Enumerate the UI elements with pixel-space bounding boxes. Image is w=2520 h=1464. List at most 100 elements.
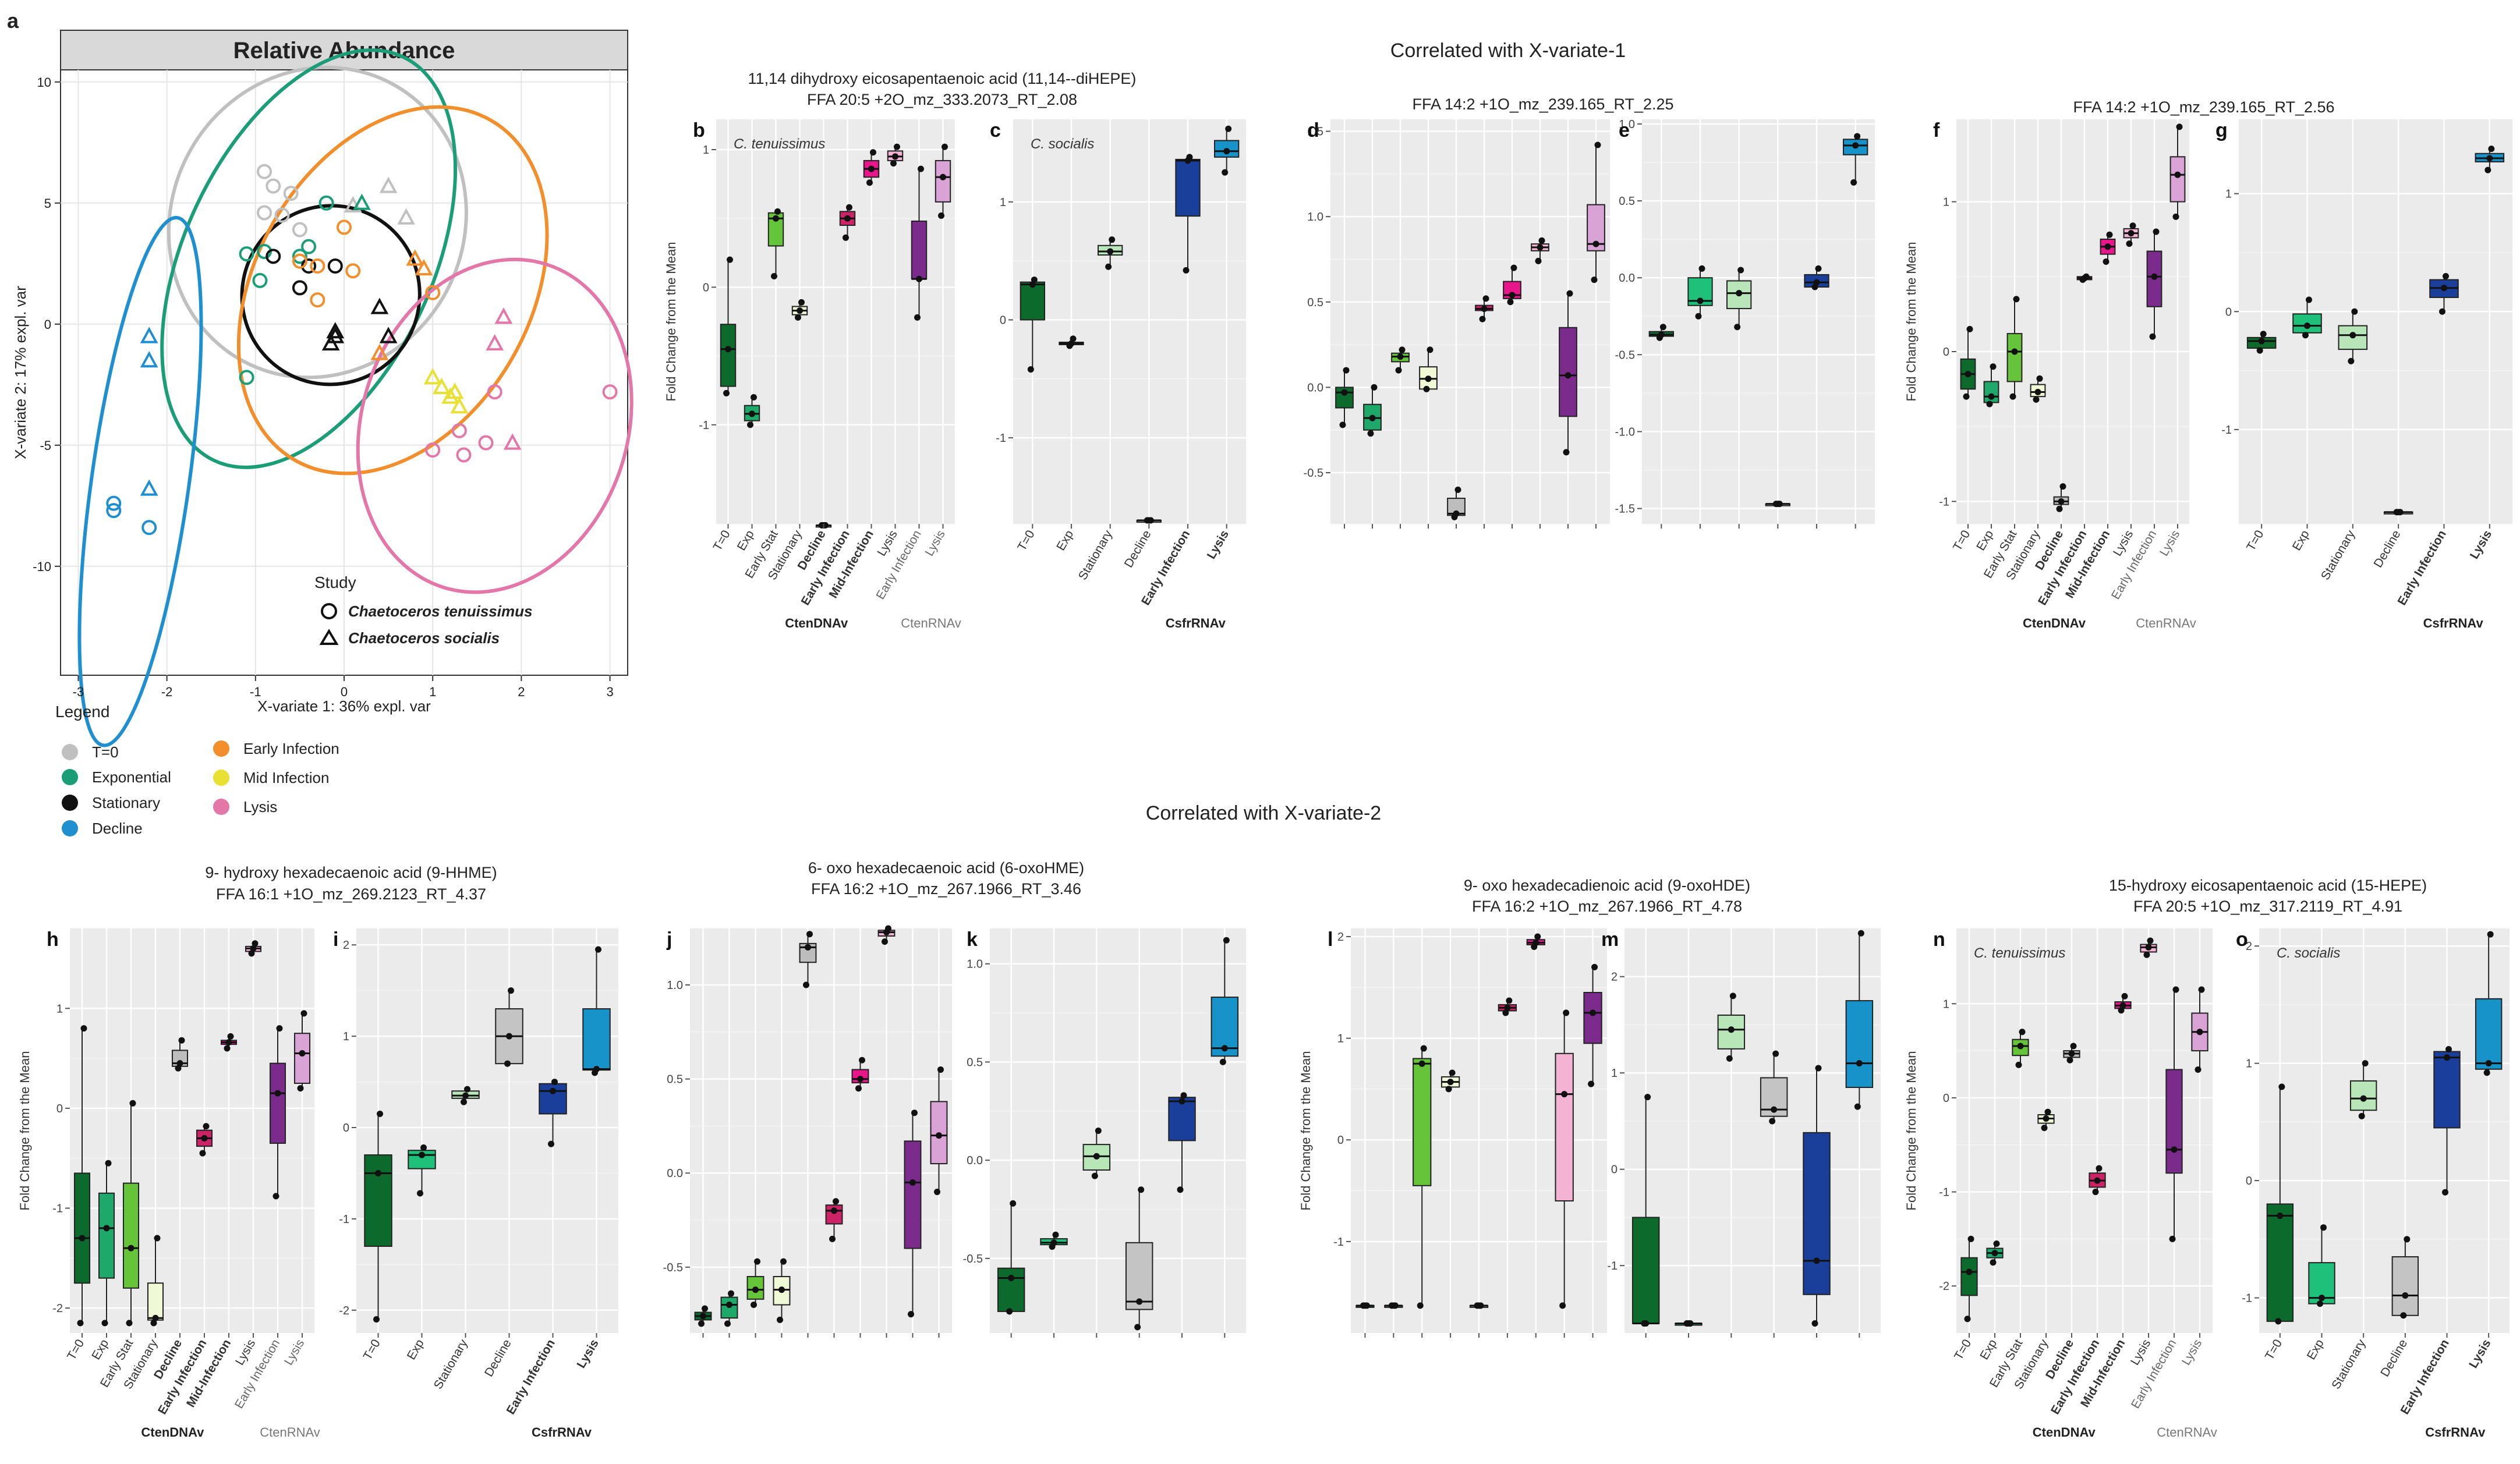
ytick-label: 0: [1611, 1164, 1618, 1176]
pca-point-circle: [425, 442, 441, 458]
data-point: [1728, 1026, 1735, 1033]
data-point: [2143, 951, 2150, 958]
data-point: [1219, 1058, 1226, 1065]
data-point: [1109, 236, 1116, 243]
data-point: [1588, 1080, 1595, 1087]
panel-letter-d: d: [1307, 119, 1319, 141]
study-triangle-icon: [319, 629, 339, 645]
data-point: [2397, 509, 2404, 516]
data-point: [892, 153, 898, 160]
header-6oxoHME-line1: 6- oxo hexadecaenoic acid (6-oxoHME): [808, 859, 1084, 877]
pca-ellipse-lysis: [356, 257, 633, 594]
data-point: [2198, 986, 2205, 993]
data-point: [1147, 517, 1154, 524]
study-item-tenuissimus: Chaetoceros tenuissimus: [348, 602, 532, 620]
data-point: [882, 938, 888, 945]
data-point: [1990, 1259, 1997, 1266]
data-point: [751, 1302, 757, 1309]
ytick-label: 0: [56, 1103, 63, 1115]
data-point: [299, 1050, 306, 1057]
panel-letter-c: c: [990, 119, 1001, 141]
pca-ellipse-decline: [77, 215, 203, 747]
ytick-label: 0: [1943, 1092, 1949, 1105]
box-early-stat: [2006, 333, 2023, 382]
data-point: [859, 1057, 865, 1064]
data-point: [1566, 290, 1573, 297]
pca-point-triangle: [450, 397, 469, 414]
ytick-label: 0: [703, 281, 709, 294]
pca-point-circle: [292, 222, 307, 237]
data-point: [2439, 308, 2445, 315]
data-point: [2488, 146, 2495, 153]
data-point: [2402, 1292, 2409, 1299]
species-label: C. tenuissimus: [734, 136, 825, 152]
data-point: [1177, 1186, 1184, 1193]
ytick-label: -1.0: [1615, 426, 1635, 438]
species-label: C. socialis: [1031, 136, 1094, 152]
data-point: [1052, 1231, 1059, 1238]
study-legend: Study Chaetoceros tenuissimus Chaetocero…: [314, 573, 532, 647]
header-6oxoHME-line2: FFA 16:2 +1O_mz_267.1966_RT_3.46: [811, 880, 1081, 898]
legend-swatch-icon: [62, 744, 78, 760]
ytick-label: -1: [1607, 1260, 1618, 1272]
data-point: [1532, 939, 1539, 946]
data-point: [1225, 125, 1232, 132]
ytick-label: -0.5: [1304, 467, 1323, 480]
group-label-csfrrnav: CsfrRNAv: [2423, 616, 2484, 630]
data-point: [2171, 1146, 2178, 1153]
section-title-bottom: Correlated with X-variate-2: [1146, 802, 1381, 824]
data-point: [1010, 1200, 1017, 1207]
pca-point-triangle: [415, 258, 433, 276]
ytick-label: -2: [339, 1305, 349, 1317]
ylabel-fold-change: Fold Change from the Mean: [1298, 1051, 1313, 1211]
data-point: [726, 1302, 732, 1309]
data-point: [1537, 244, 1544, 251]
plot-background: [716, 119, 955, 524]
pca-point-circle: [301, 239, 317, 254]
data-point: [908, 1311, 914, 1318]
ytick-label: -1: [699, 419, 709, 432]
data-point: [778, 1286, 785, 1293]
ytick-label: -1: [339, 1213, 349, 1226]
strip-title: Relative Abundance: [233, 38, 455, 63]
data-point: [1482, 295, 1489, 302]
ytick-label: 0: [1337, 1134, 1344, 1147]
data-point: [1963, 393, 1970, 400]
panel-letter-g: g: [2215, 119, 2228, 141]
panel-a: a Relative Abundance -3 -2 -1 0 1 2 31050-5-10…: [7, 9, 633, 837]
data-point: [1813, 1257, 1820, 1264]
data-point: [1178, 1098, 1185, 1105]
data-point: [2442, 1189, 2448, 1196]
ytick-label: 0.5: [667, 1073, 683, 1086]
data-point: [2319, 1295, 2325, 1302]
data-point: [2013, 296, 2020, 303]
box-t-0: [364, 1154, 392, 1247]
legend-swatch-icon: [62, 769, 78, 785]
data-point: [504, 1060, 511, 1067]
data-point: [420, 1144, 427, 1151]
data-point: [2009, 393, 2016, 400]
strip-background: [60, 30, 628, 70]
data-point: [727, 256, 733, 263]
data-point: [250, 945, 257, 952]
pca-point-circle: [451, 423, 467, 438]
panel-letter-m: m: [1601, 928, 1619, 951]
data-point: [1223, 937, 1230, 944]
data-point: [1563, 449, 1570, 456]
data-point: [1180, 1092, 1187, 1099]
data-point: [2058, 498, 2065, 505]
box-t-0: [73, 1172, 91, 1284]
data-point: [2487, 931, 2494, 938]
plot-background: [1624, 928, 1881, 1333]
pca-point-triangle: [370, 343, 389, 360]
plot-background: [1013, 119, 1246, 524]
data-point: [1343, 367, 1350, 374]
data-point: [595, 946, 601, 953]
data-point: [1447, 1079, 1454, 1086]
panel-letter-i: i: [333, 928, 338, 951]
data-point: [2443, 272, 2449, 279]
header-ffa142-256: FFA 14:2 +1O_mz_239.165_RT_2.56: [2073, 98, 2334, 116]
data-point: [749, 410, 755, 417]
plot-background: [2259, 928, 2510, 1333]
